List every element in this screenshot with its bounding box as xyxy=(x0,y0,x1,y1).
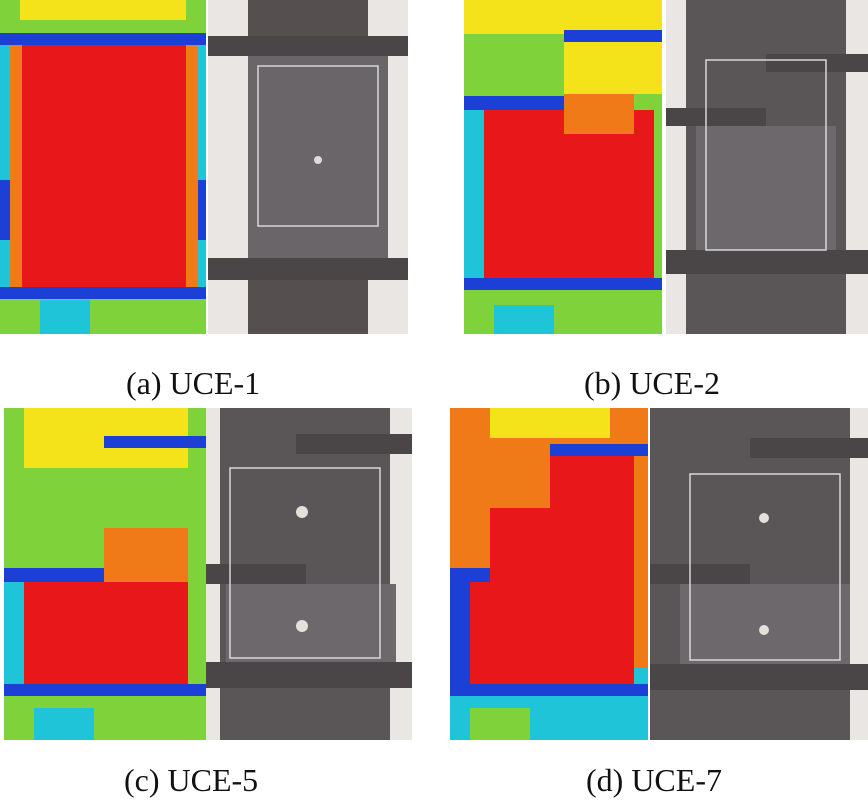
fe-model-uce-7 xyxy=(450,408,648,740)
specimen-photo-uce-5 xyxy=(206,408,412,740)
fe-model-uce-2 xyxy=(464,0,662,334)
caption-uce-7: (d) UCE-7 xyxy=(586,762,722,798)
fe-model-uce-5 xyxy=(4,408,208,740)
specimen-photo-uce-7 xyxy=(650,408,868,740)
specimen-photo-uce-2 xyxy=(666,0,868,334)
specimen-photo-uce-1 xyxy=(208,0,408,334)
caption-uce-5: (c) UCE-5 xyxy=(124,762,259,798)
caption-uce-2: (b) UCE-2 xyxy=(584,365,720,401)
caption-uce-1: (a) UCE-1 xyxy=(126,365,261,401)
fe-model-uce-1 xyxy=(0,0,206,334)
